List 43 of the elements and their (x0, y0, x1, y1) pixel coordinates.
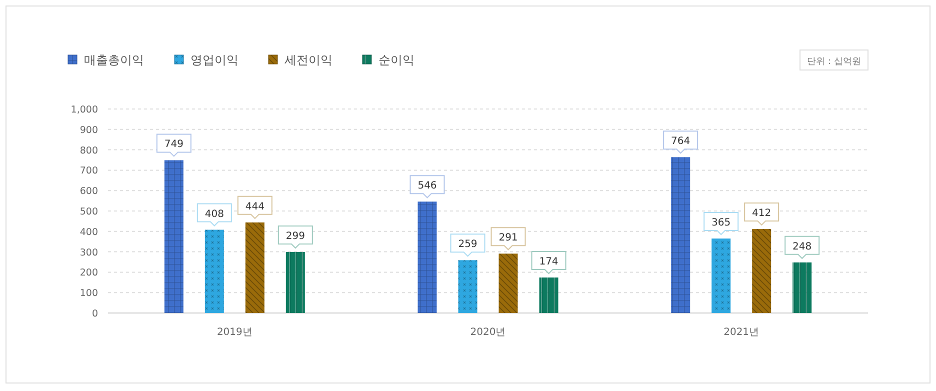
legend-label: 순이익 (378, 53, 414, 67)
y-tick-label: 500 (80, 206, 98, 218)
bar (458, 260, 478, 313)
data-label: 174 (539, 256, 558, 268)
data-label: 546 (418, 180, 437, 192)
data-label: 749 (164, 139, 184, 150)
bar (286, 252, 305, 313)
data-label: 444 (245, 201, 264, 212)
legend-label: 세전이익 (284, 53, 332, 67)
data-label: 412 (752, 208, 772, 219)
y-tick-label: 200 (80, 268, 98, 279)
legend-label: 영업이익 (190, 53, 238, 67)
bar (671, 157, 690, 313)
bar (245, 222, 264, 313)
data-label: 764 (671, 136, 690, 148)
y-tick-label: 800 (80, 145, 98, 156)
bar (164, 160, 184, 313)
data-label: 259 (458, 239, 478, 250)
data-label: 299 (286, 231, 305, 242)
bar (539, 278, 558, 313)
data-label: 365 (712, 218, 731, 229)
y-tick-label: 300 (80, 247, 98, 258)
data-label: 408 (204, 208, 224, 220)
bar (752, 228, 772, 313)
y-tick-label: 1,000 (70, 104, 98, 116)
x-tick-label: 2020년 (470, 327, 506, 338)
bar (792, 262, 812, 313)
x-tick-label: 2021년 (724, 327, 760, 338)
data-label: 291 (498, 232, 518, 244)
y-tick-label: 600 (80, 186, 98, 198)
legend-label: 매출총이익 (84, 53, 144, 67)
y-tick-label: 900 (80, 124, 98, 136)
bar (418, 202, 437, 313)
y-tick-label: 700 (80, 166, 98, 177)
bar (498, 254, 518, 313)
bar (712, 238, 731, 313)
data-label: 248 (792, 241, 812, 252)
y-tick-label: 0 (92, 308, 98, 320)
y-tick-label: 400 (80, 226, 98, 238)
bar (204, 230, 224, 313)
y-tick-label: 100 (80, 288, 98, 300)
text: 단위 : 십억원 (807, 57, 861, 67)
x-tick-label: 2019년 (216, 327, 252, 338)
